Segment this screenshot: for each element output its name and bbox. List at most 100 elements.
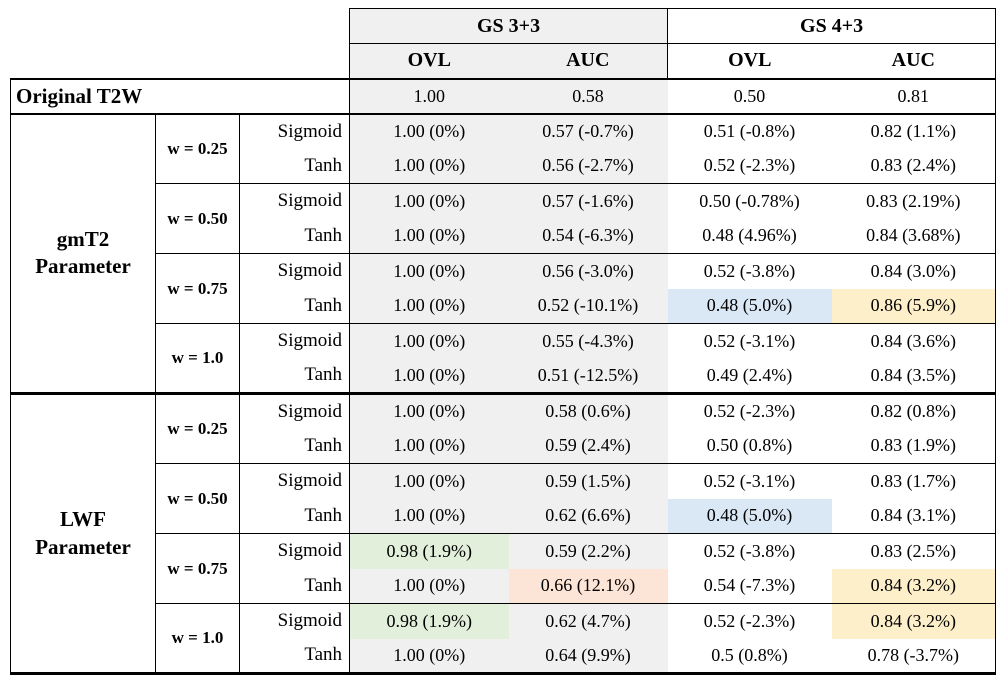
col-header-ovl-gs33: OVL [349,43,509,79]
activation-label: Sigmoid [239,323,351,359]
table-row: w = 1.0 Sigmoid 1.00 (0%) 0.55 (-4.3%) 0… [11,323,997,394]
metric-cell: 0.83 (2.5%) [831,533,997,569]
weight-label: w = 0.50 [155,463,240,534]
weight-label: w = 1.0 [155,323,240,394]
metric-cell: 0.52 (-3.1%) [667,323,832,359]
results-table: GS 3+3 GS 4+3 OVL AUC OVL AUC Original T… [9,8,997,675]
metric-cell: 0.83 (1.9%) [831,428,997,464]
metric-cell: 0.51 (-12.5%) [508,358,668,394]
metric-cell: 0.52 (-2.3%) [667,392,832,429]
metric-cell: 0.49 (2.4%) [706,364,793,385]
metric-cell: 0.84 (3.68%) [831,218,997,254]
metric-cell: 1.00 (0%) [349,218,509,254]
weight-label: w = 0.75 [155,533,240,604]
metric-cell: 0.54 (-7.3%) [703,575,796,596]
baseline-row: Original T2W 1.00 0.58 0.50 0.81 [9,77,997,115]
metric-cell: 0.52 (-3.8%) [667,253,832,289]
metric-cell: 0.59 (2.4%) [508,428,668,464]
activation-label: Tanh [239,358,351,394]
metric-cell: 0.83 (1.7%) [831,463,997,499]
metric-cell: 1.00 (0%) [349,253,509,289]
metric-cell: 1.00 (0%) [349,113,509,149]
activation-label: Tanh [239,428,351,464]
weight-label: w = 0.25 [155,392,240,464]
metric-cell: 0.59 (1.5%) [508,463,668,499]
table-row: Tanh 1.00 (0%) 0.62 (6.6%) 0.48 (5.0%) 0… [11,498,997,534]
metric-cell: 0.50 (-0.78%) [667,183,832,219]
metric-cell: 1.00 (0%) [349,463,509,499]
metric-cell: 1.00 (0%) [349,568,509,604]
activation-label: Tanh [239,498,351,534]
table-row: Tanh 1.00 (0%) 0.51 (-12.5%) 0.49 (2.4%)… [11,358,997,394]
table-corner-spacer [10,8,350,79]
header-row-groups: GS 3+3 GS 4+3 [10,8,997,79]
activation-label: Sigmoid [239,533,351,569]
metric-cell: 0.84 (3.2%) [831,603,997,639]
metric-cell: 0.55 (-4.3%) [508,323,668,359]
weight-label: w = 1.0 [155,603,240,675]
table-row: Tanh 1.00 (0%) 0.52 (-10.1%) 0.48 (5.0%)… [11,288,997,324]
table-row: Tanh 1.00 (0%) 0.54 (-6.3%) 0.48 (4.96%)… [11,218,997,254]
metric-cell: 0.56 (-3.0%) [508,253,668,289]
metric-cell: 0.58 [508,77,668,115]
section-label-lwf: LWF Parameter [10,392,156,675]
metric-cell: 0.57 (-1.6%) [508,183,668,219]
metric-cell: 1.00 (0%) [349,288,509,324]
metric-cell: 0.48 (5.0%) [667,498,832,534]
metric-cell: 1.00 [349,77,509,115]
weight-label: w = 0.50 [155,183,240,254]
activation-label: Sigmoid [239,183,351,219]
metric-cell: 0.78 (-3.7%) [831,638,997,675]
metric-cell: 1.00 (0%) [349,428,509,464]
weight-label: w = 0.25 [155,113,240,184]
col-header-ovl-gs43: OVL [667,43,832,79]
metric-cell: 0.82 (1.1%) [831,113,997,149]
section-label-gmt2: gmT2 Parameter [10,113,156,394]
metric-cell: 0.84 (3.6%) [831,323,997,359]
activation-label: Sigmoid [239,392,351,429]
metric-cell: 0.52 (-10.1%) [508,288,668,324]
activation-label: Tanh [239,638,351,675]
table-row: gmT2 Parameter w = 0.25 Sigmoid 1.00 (0%… [10,113,997,394]
metric-cell: 0.86 (5.9%) [831,288,997,324]
metric-cell: 1.00 (0%) [349,358,509,394]
metric-cell: 1.00 (0%) [349,323,509,359]
weight-label: w = 0.75 [155,253,240,324]
metric-cell: 0.52 (-2.3%) [667,603,832,639]
col-group-gs43: GS 4+3 [667,8,997,44]
metric-cell: 0.84 (3.5%) [831,358,997,394]
metric-cell: 1.00 (0%) [349,183,509,219]
metric-cell: 0.51 (-0.8%) [703,121,796,141]
metric-cell: 0.83 (2.4%) [831,148,997,184]
metric-cell: 0.52 (-3.1%) [667,463,832,499]
activation-label: Sigmoid [239,113,351,149]
metric-cell: 0.98 (1.9%) [349,533,509,569]
metric-cell: 0.84 (3.1%) [831,498,997,534]
metric-cell: 0.81 [831,77,997,115]
metric-cell: 0.59 (2.2%) [508,533,668,569]
metric-cell: 0.48 (4.96%) [702,225,797,246]
table-row: w = 0.50 Sigmoid 1.00 (0%) 0.59 (1.5%) 0… [11,463,997,534]
table-row: w = 0.75 Sigmoid 0.98 (1.9%) 0.59 (2.2%)… [11,533,997,604]
table-row: w = 0.50 Sigmoid 1.00 (0%) 0.57 (-1.6%) … [11,183,997,254]
metric-cell: 0.62 (6.6%) [508,498,668,534]
metric-cell: 0.56 (-2.7%) [508,148,668,184]
metric-cell: 0.52 (-3.8%) [667,533,832,569]
activation-label: Tanh [239,568,351,604]
metric-cell: 0.84 (3.0%) [831,253,997,289]
col-group-gs33: GS 3+3 [349,8,669,44]
metric-cell: 1.00 (0%) [349,148,509,184]
metric-cell: 0.54 (-6.3%) [508,218,668,254]
metric-cell: 0.52 (-2.3%) [703,155,796,176]
metric-cell: 0.50 [667,77,832,115]
table-row: Tanh 1.00 (0%) 0.64 (9.9%) 0.5 (0.8%) 0.… [11,638,997,675]
table-row: w = 0.75 Sigmoid 1.00 (0%) 0.56 (-3.0%) … [11,253,997,324]
metric-cell: 0.50 (0.8%) [706,435,793,456]
metric-cell: 0.58 (0.6%) [508,392,668,429]
activation-label: Sigmoid [239,253,351,289]
metric-cell: 1.00 (0%) [349,638,509,675]
col-header-auc-gs43: AUC [831,43,997,79]
header-row-metrics: OVL AUC OVL AUC [11,43,997,79]
activation-label: Tanh [239,148,351,184]
metric-cell: 0.5 (0.8%) [667,638,832,675]
